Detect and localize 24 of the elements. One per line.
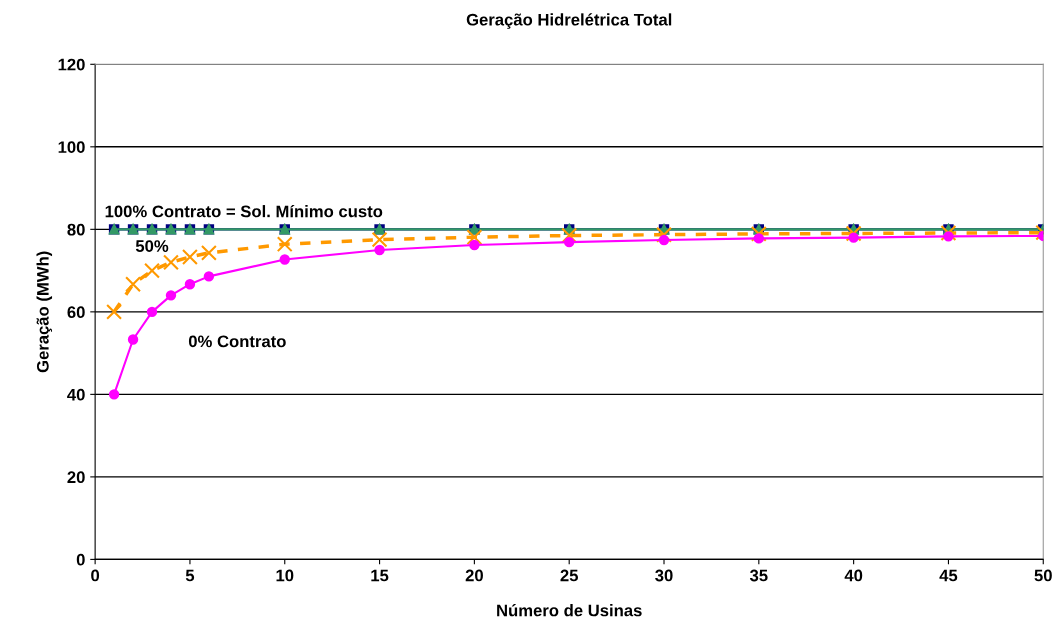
x-tick-label: 25 <box>560 569 578 582</box>
chart-title: Geração Hidrelétrica Total <box>466 13 672 29</box>
x-tick-label: 10 <box>276 569 294 582</box>
annotation: 50% <box>135 240 169 252</box>
x-tick-label: 5 <box>185 569 195 582</box>
y-axis-title: Geração (MWh) <box>36 251 53 373</box>
x-tick-label: 20 <box>465 569 483 582</box>
annotation: 0% Contrato <box>188 335 286 348</box>
y-tick-label: 120 <box>58 58 85 71</box>
x-tick-label: 35 <box>749 569 768 582</box>
x-axis-title: Número de Usinas <box>497 603 642 617</box>
y-tick-label: 100 <box>58 141 85 154</box>
y-tick-label: 20 <box>67 471 85 484</box>
x-tick-label: 50 <box>1034 569 1052 582</box>
annotation: 100% Contrato = Sol. Mínimo custo <box>105 204 383 218</box>
y-tick-label: 40 <box>67 388 85 401</box>
y-tick-label: 0 <box>76 553 85 566</box>
x-tick-label: 30 <box>655 569 673 582</box>
y-tick-label: 80 <box>67 223 85 236</box>
x-tick-label: 45 <box>939 569 958 582</box>
x-tick-label: 0 <box>91 569 100 582</box>
x-tick-label: 15 <box>371 569 389 582</box>
x-tick-label: 40 <box>844 569 863 582</box>
y-tick-label: 60 <box>67 306 85 319</box>
